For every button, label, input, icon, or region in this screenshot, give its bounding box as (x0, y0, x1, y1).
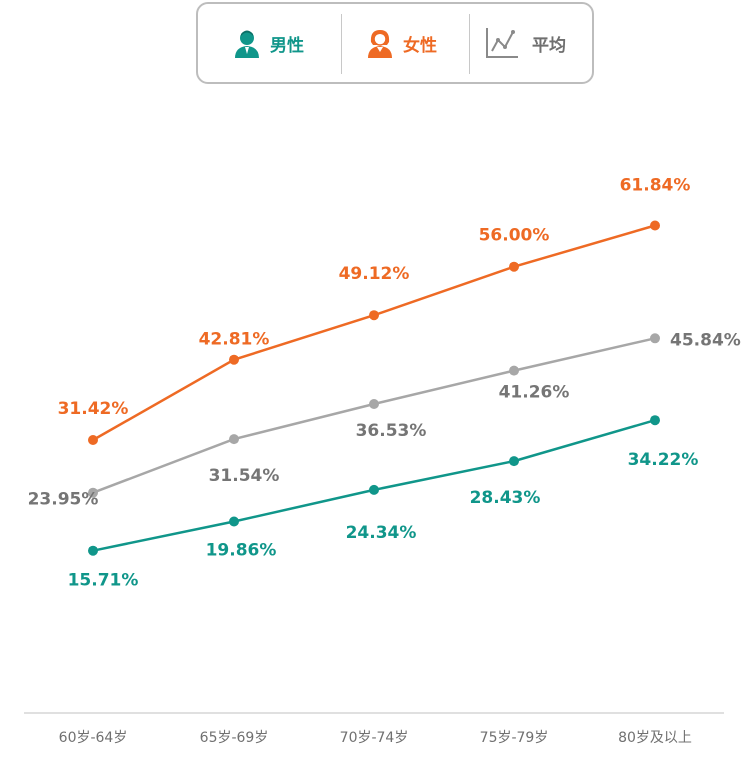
data-label-average: 31.54% (209, 466, 280, 486)
data-label-male: 24.34% (346, 523, 417, 543)
legend-label-male: 男性 (270, 35, 304, 56)
data-point-female[interactable] (369, 310, 379, 321)
data-point-male[interactable] (509, 456, 519, 467)
legend-label-average: 平均 (532, 35, 566, 56)
legend-item-male[interactable]: 男性 (232, 4, 304, 82)
legend-divider (341, 14, 342, 74)
legend-divider (469, 14, 470, 74)
legend-item-average[interactable]: 平均 (484, 4, 566, 82)
data-point-average[interactable] (88, 487, 98, 498)
data-label-average: 36.53% (356, 421, 427, 441)
line-chart-icon (486, 28, 518, 58)
data-point-average[interactable] (229, 434, 239, 445)
data-label-female: 61.84% (620, 176, 691, 196)
data-point-male[interactable] (650, 415, 660, 426)
data-point-female[interactable] (650, 220, 660, 231)
legend-label-female: 女性 (403, 35, 437, 56)
data-label-female: 31.42% (58, 399, 129, 419)
data-point-male[interactable] (88, 545, 98, 556)
data-label-average: 45.84% (670, 330, 741, 350)
data-label-male: 28.43% (470, 488, 541, 508)
female-person-icon (368, 30, 392, 58)
x-tick-label: 65岁-69岁 (200, 730, 269, 746)
data-point-female[interactable] (88, 435, 98, 445)
data-label-average: 23.95% (28, 490, 99, 510)
male-person-icon (235, 30, 259, 58)
legend-item-female[interactable]: 女性 (365, 4, 437, 82)
x-tick-label: 70岁-74岁 (340, 730, 409, 746)
x-tick-label: 80岁及以上 (618, 730, 692, 746)
data-point-female[interactable] (509, 261, 519, 272)
data-label-female: 42.81% (199, 330, 270, 350)
data-point-female[interactable] (229, 354, 239, 365)
data-point-male[interactable] (369, 484, 379, 495)
data-point-male[interactable] (229, 516, 239, 527)
data-label-average: 41.26% (499, 383, 570, 403)
data-label-male: 15.71% (68, 571, 139, 591)
series-line-average (92, 337, 656, 494)
x-tick-label: 75岁-79岁 (480, 730, 549, 746)
x-tick-label: 60岁-64岁 (59, 730, 128, 746)
data-label-female: 49.12% (339, 264, 410, 284)
data-point-average[interactable] (369, 399, 379, 409)
data-point-average[interactable] (650, 333, 660, 344)
chart-legend: 男性 女性 平均 (196, 2, 594, 84)
data-label-male: 34.22% (628, 450, 699, 470)
data-label-male: 19.86% (206, 541, 277, 561)
data-label-female: 56.00% (479, 226, 550, 246)
data-point-average[interactable] (509, 365, 519, 376)
